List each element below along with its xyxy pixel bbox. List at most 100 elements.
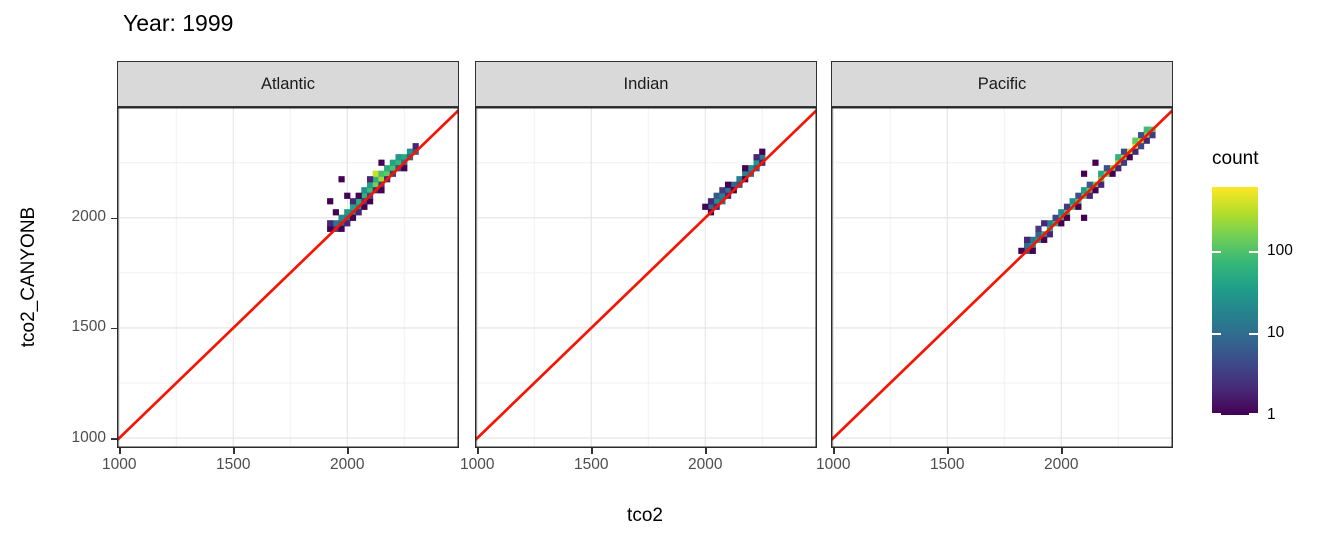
bin-cell [719,187,726,194]
legend-tick-mark [1212,413,1221,415]
bin-cell [1035,231,1042,238]
x-tick-label: 2000 [1044,456,1079,473]
bin-cell [1035,225,1042,232]
bin-cell [338,225,345,232]
bin-cell [759,148,766,155]
bin-cell [1137,132,1145,139]
bin-cell [1046,231,1053,238]
panel-indian [474,107,818,448]
bin-cell [1120,148,1128,155]
bin-cell [384,170,391,177]
bin-cell [707,203,715,210]
legend-tick-label: 1 [1267,406,1276,423]
bin-cell [1132,148,1139,155]
bin-cell [1132,137,1139,144]
bin-cell [1098,181,1105,188]
bin-cell [1041,220,1048,227]
x-tick-label: 1000 [460,456,495,473]
bin-cell [1063,203,1071,210]
bin-cell [724,187,732,194]
bin-cell [1041,236,1048,243]
legend-tick-label: 10 [1267,323,1285,341]
bin-cell [338,214,345,221]
bin-cell [366,187,374,194]
legend-tick-mark [1249,332,1258,335]
bin-cell [327,225,334,232]
bin-cell [1080,187,1088,194]
bin-cell [327,198,334,205]
bin-cell [361,203,368,210]
bin-cell [713,198,720,205]
legend-tick-mark [1249,250,1258,253]
bin-cell [344,220,351,227]
x-tick-mark [591,448,593,454]
bin-cell [1126,154,1133,161]
bin-cell [1109,170,1116,177]
facet-strip-atlantic: Atlantic [117,61,459,107]
bin-cell [1115,165,1122,172]
bin-cell [724,181,732,188]
bin-cell [1086,181,1093,188]
bin-cell [361,187,368,194]
bin-cell [332,220,339,227]
bin-cell [349,198,357,205]
x-tick-mark [477,448,479,454]
bin-cell [1103,165,1110,172]
bin-cell [1137,143,1145,150]
bin-cell [1092,187,1099,194]
bin-cell [1143,126,1150,133]
bin-cell [349,214,357,221]
bin-cell [401,165,408,172]
bin-cell [1143,137,1150,144]
bin-cell [1058,220,1065,227]
bin-cell [372,176,379,183]
facet-strip-pacific: Pacific [831,61,1173,107]
x-tick-label: 1500 [930,456,965,473]
legend-colorbar [1212,187,1258,415]
x-tick-label: 1000 [816,456,851,473]
bin-cell [406,148,414,155]
bin-cell [759,154,766,161]
x-tick-mark [947,448,949,454]
y-tick-mark [111,438,117,440]
facet-strip-label: Indian [623,74,669,93]
identity-reference-line [474,108,818,442]
bin-cell [1086,192,1093,199]
bin-cell [389,159,396,166]
bin-cell [747,165,754,172]
panel-canvas [116,107,460,448]
bin-cell [355,209,362,216]
x-tick-mark [705,448,707,454]
bin-cell [344,209,351,216]
bin-cell [1018,247,1025,254]
y-tick-label: 1000 [71,428,106,446]
bin-cell [1075,192,1082,199]
x-tick-mark [233,448,235,454]
identity-reference-line [116,108,460,442]
y-tick-label: 2000 [71,208,106,226]
legend-tick-label: 100 [1267,241,1293,259]
bin-cell [719,192,726,199]
bin-cell [332,209,339,216]
bin-cell [1052,214,1059,221]
x-tick-mark [119,448,121,454]
x-tick-mark [347,448,349,454]
x-tick-mark [1061,448,1063,454]
y-axis-title: tco2_CANYONB [18,206,39,348]
bin-cell [389,165,396,172]
bin-cell [355,192,362,199]
bin-cell [338,176,345,183]
x-tick-label: 1500 [216,456,251,473]
x-axis-title: tco2 [627,505,663,526]
bin-cell [384,165,391,172]
y-tick-mark [111,327,117,330]
panel-atlantic [116,107,460,448]
plot-title: Year: 1999 [123,10,234,36]
bin-cell [742,165,749,172]
x-tick-label: 2000 [330,456,365,473]
bin-cell [378,187,385,194]
facet-strip-label: Atlantic [260,74,316,93]
bin-cell [372,181,379,188]
panel-canvas [474,107,818,448]
